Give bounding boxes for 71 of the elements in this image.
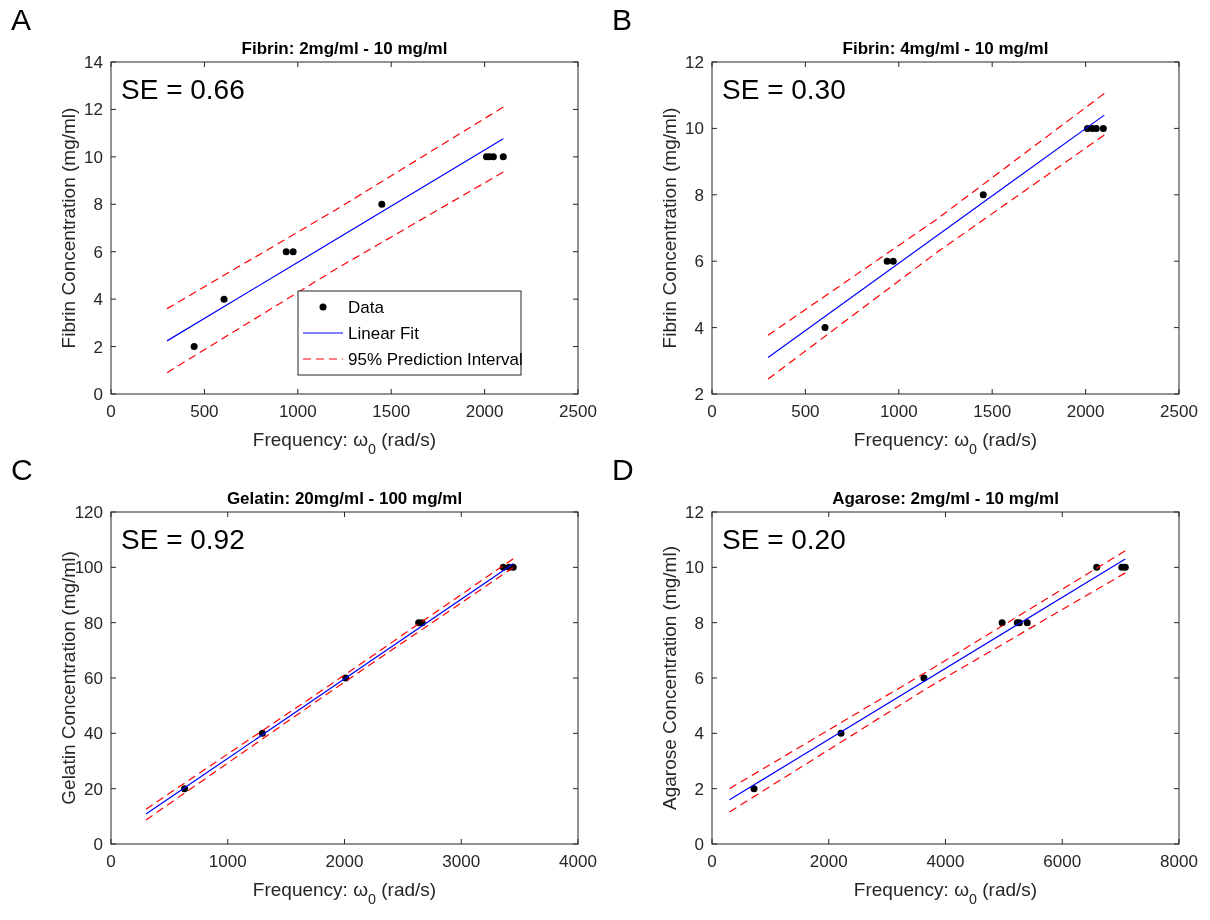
- y-tick-label: 2: [694, 385, 704, 404]
- x-axis-title: Frequency: ω$_{0}$ (rad/s): [853, 429, 1038, 457]
- legend-label: 95% Prediction Interval: [348, 350, 523, 369]
- legend-label: Data: [348, 298, 385, 317]
- x-tick-label: 2000: [465, 402, 504, 421]
- x-tick-label: 1500: [973, 402, 1012, 421]
- y-tick-label: 8: [694, 613, 704, 633]
- y-tick-label: 40: [84, 724, 103, 744]
- text: A: [11, 3, 32, 36]
- text: B: [612, 3, 633, 36]
- annotation: SE = 0.92: [121, 524, 245, 555]
- x-tick-label: 0: [707, 402, 717, 421]
- y-tick-label: 6: [694, 252, 704, 272]
- x-tick-label: 0: [106, 402, 116, 421]
- x-tick-label: 2000: [1066, 402, 1105, 421]
- y-tick-label: 12: [685, 53, 704, 72]
- legend-label: Linear Fit: [348, 324, 420, 343]
- x-axis-title: Frequency: ω$_{0}$ (rad/s): [252, 879, 437, 907]
- x-tick-label: 8000: [1160, 852, 1198, 871]
- y-tick-label: 4: [694, 724, 704, 744]
- x-tick-label: 2500: [1160, 402, 1198, 421]
- y-tick-label: 4: [93, 290, 103, 310]
- y-tick-label: 6: [694, 669, 704, 688]
- text: D: [612, 453, 634, 486]
- x-tick-label: 4000: [926, 852, 965, 871]
- y-tick-label: 60: [84, 669, 103, 688]
- y-tick-label: 120: [74, 503, 103, 522]
- y-tick-label: 8: [694, 185, 704, 205]
- x-tick-label: 500: [190, 402, 219, 421]
- chart-title: Agarose: 2mg/ml - 10 mg/ml: [832, 489, 1059, 508]
- x-tick-label: 1000: [278, 402, 317, 421]
- y-tick-label: 2: [93, 337, 103, 357]
- x-tick-label: 1500: [372, 402, 411, 421]
- y-axis-title: Fibrin Concentration (mg/ml): [58, 107, 79, 349]
- x-tick-label: 4000: [559, 852, 597, 871]
- chart-title: Gelatin: 20mg/ml - 100 mg/ml: [226, 489, 463, 508]
- annotation: SE = 0.20: [722, 524, 846, 555]
- x-tick-label: 2000: [809, 852, 848, 871]
- x-tick-label: 0: [707, 852, 717, 871]
- chart-title: Fibrin: 2mg/ml - 10 mg/ml: [241, 39, 448, 58]
- x-tick-label: 1000: [208, 852, 247, 871]
- y-tick-label: 10: [84, 147, 103, 167]
- annotation: SE = 0.30: [722, 74, 846, 105]
- y-tick-label: 80: [84, 613, 103, 633]
- y-tick-label: 14: [84, 53, 103, 72]
- y-tick-label: 6: [93, 242, 103, 262]
- y-tick-label: 0: [93, 385, 103, 404]
- y-tick-label: 20: [84, 779, 103, 799]
- y-tick-label: 0: [694, 835, 704, 854]
- x-tick-label: 1000: [879, 402, 918, 421]
- x-tick-label: 2000: [325, 852, 364, 871]
- x-axis-title: Frequency: ω$_{0}$ (rad/s): [252, 429, 437, 457]
- x-axis-title: Frequency: ω$_{0}$ (rad/s): [853, 879, 1038, 907]
- y-axis-title: Agarose Concentration (mg/ml): [659, 546, 680, 810]
- chart-title: Fibrin: 4mg/ml - 10 mg/ml: [842, 39, 1049, 58]
- y-tick-label: 10: [685, 558, 704, 578]
- y-tick-label: 0: [93, 835, 103, 854]
- y-tick-label: 12: [84, 100, 103, 120]
- annotation: SE = 0.66: [121, 74, 245, 105]
- y-tick-label: 4: [694, 318, 704, 338]
- text: C: [11, 453, 33, 486]
- x-tick-label: 500: [791, 402, 820, 421]
- x-tick-label: 3000: [442, 852, 481, 871]
- y-tick-label: 8: [93, 195, 103, 215]
- y-tick-label: 12: [685, 503, 704, 522]
- x-tick-label: 6000: [1043, 852, 1082, 871]
- x-tick-label: 2500: [559, 402, 597, 421]
- y-tick-label: 2: [694, 779, 704, 799]
- y-axis-title: Fibrin Concentration (mg/ml): [659, 107, 680, 349]
- y-tick-label: 10: [685, 119, 704, 139]
- x-tick-label: 0: [106, 852, 116, 871]
